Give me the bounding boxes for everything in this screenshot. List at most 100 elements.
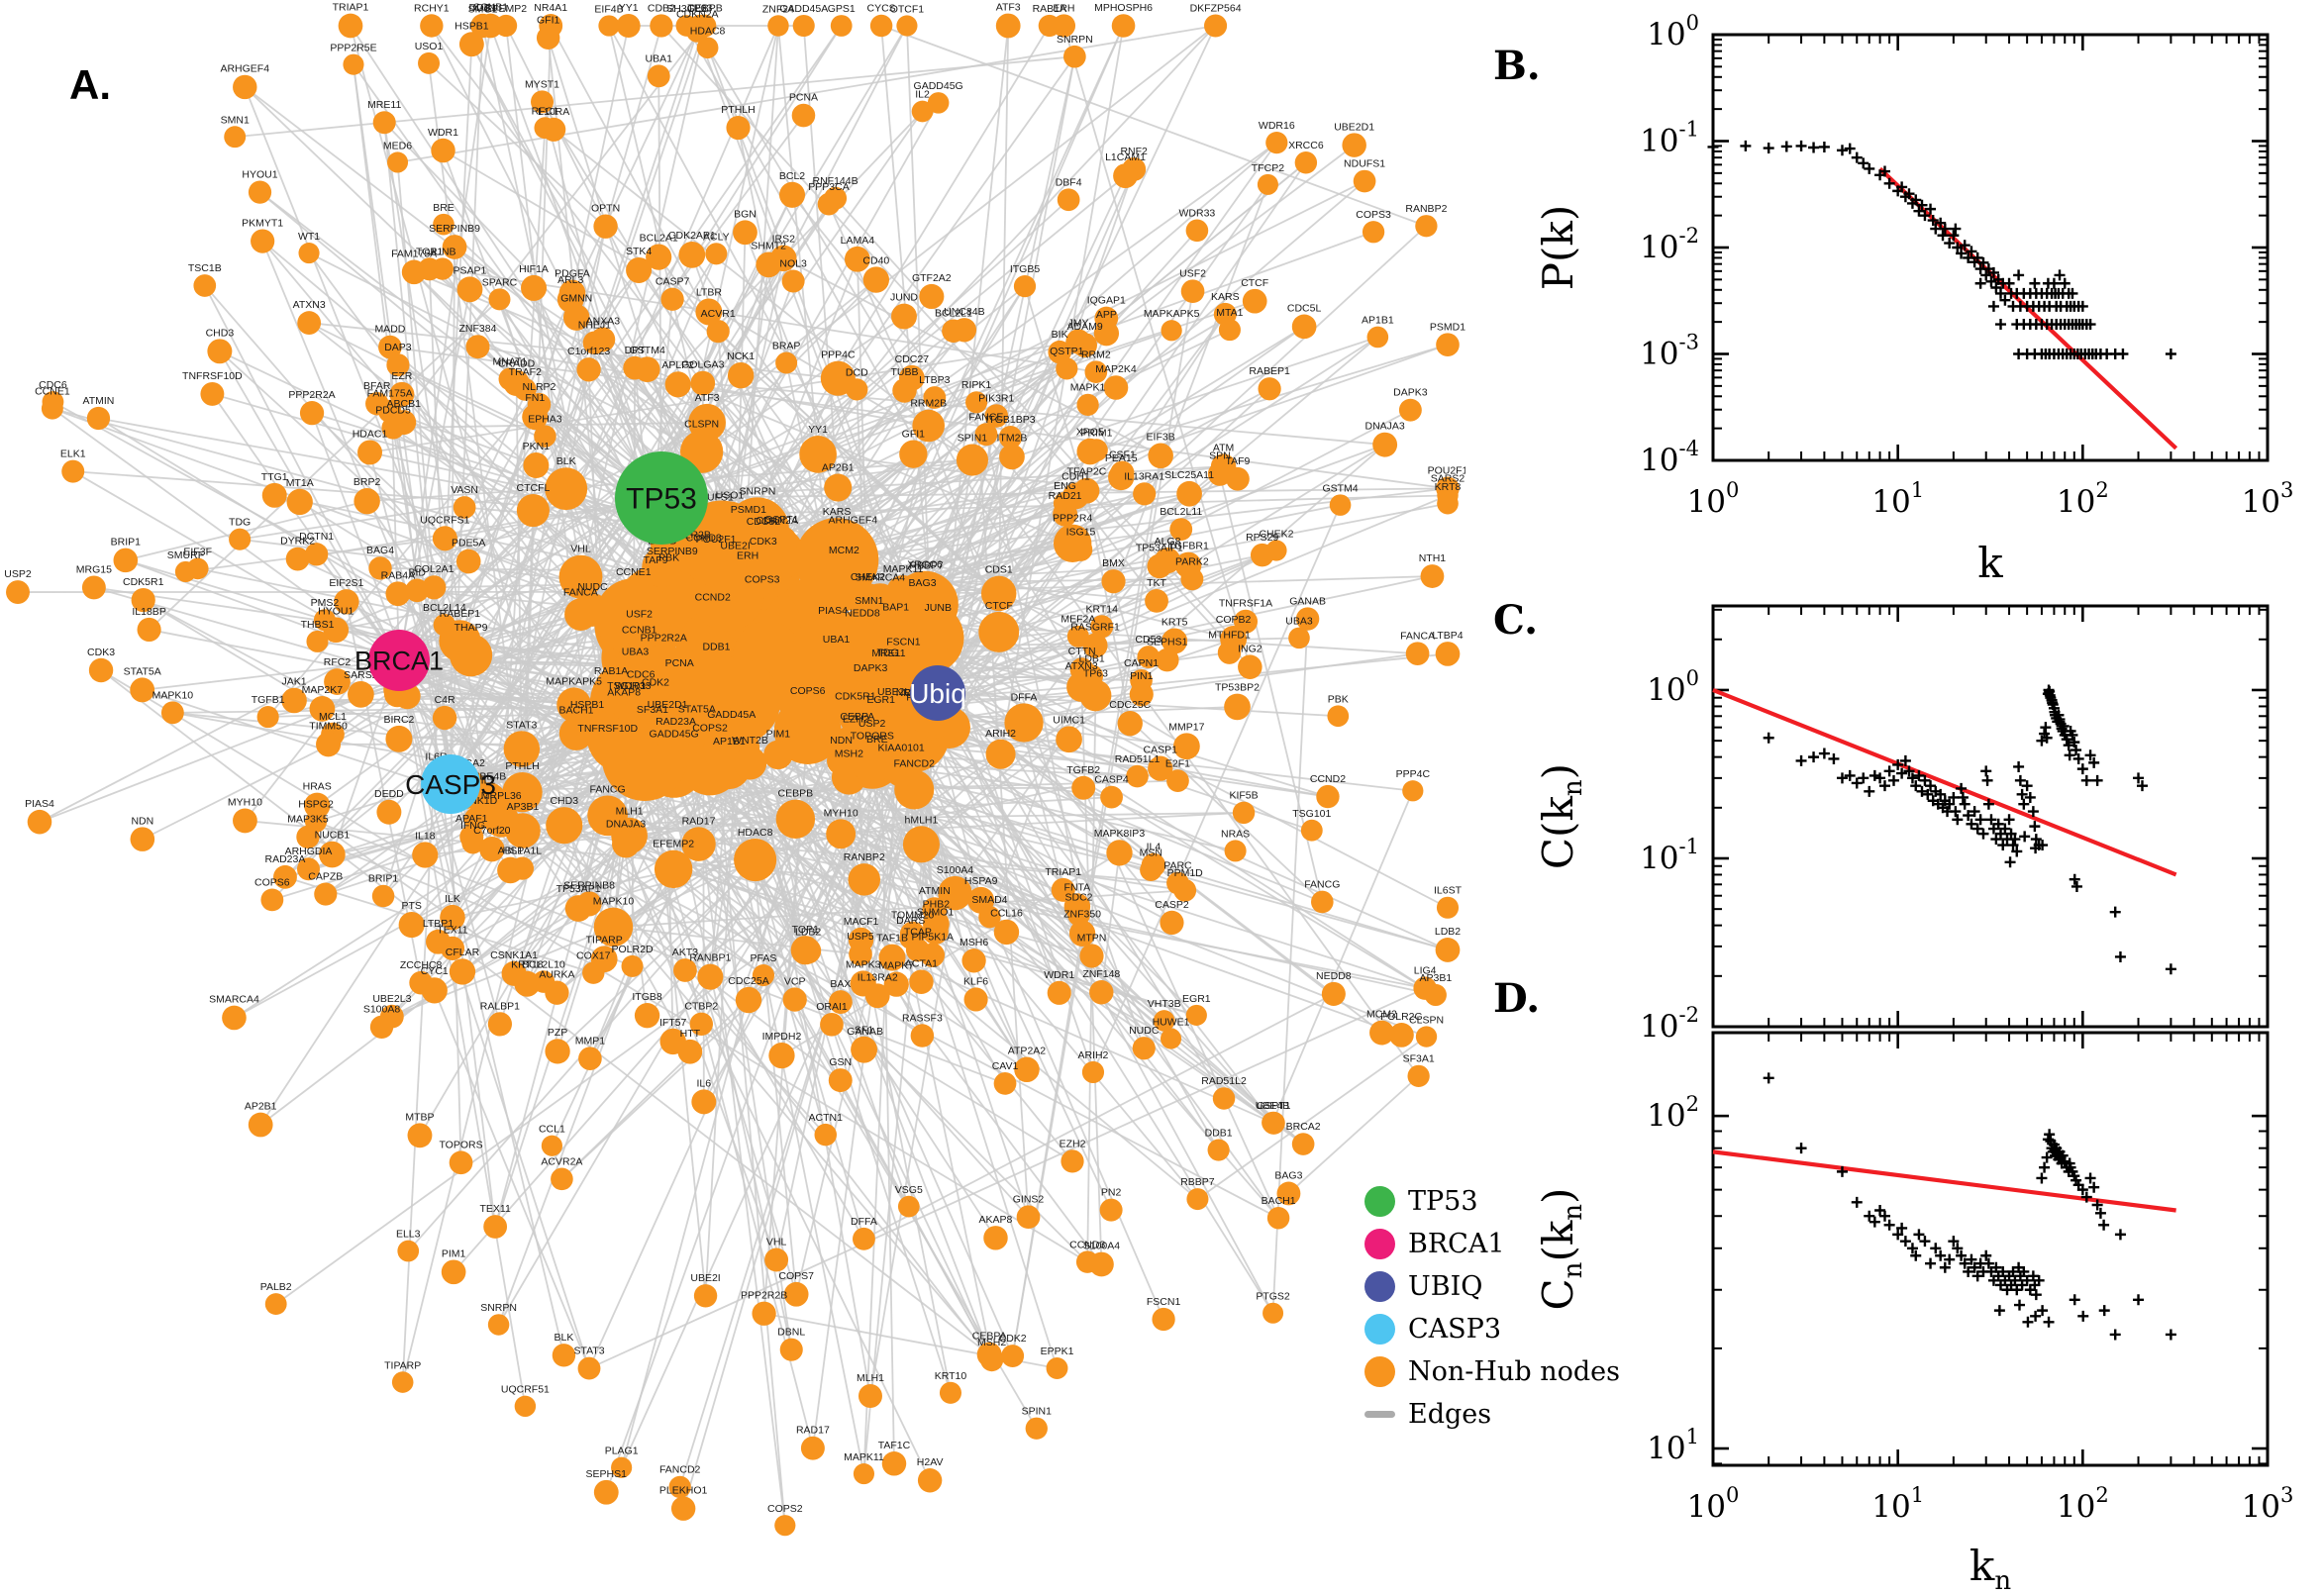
network-node-label: CD40 (862, 254, 889, 266)
network-node (668, 1475, 691, 1499)
data-point (1977, 256, 1989, 268)
network-node-label: LTBP1 (423, 918, 454, 930)
network-node (130, 677, 155, 703)
network-node-label: BFAR (363, 380, 391, 392)
network-node-label: PKMYT1 (242, 218, 283, 230)
network-node-label: STAT3 (573, 1346, 604, 1357)
network-node (577, 1356, 601, 1380)
network-node-label: MAPKAPK5 (546, 675, 602, 687)
data-point (1980, 765, 1992, 777)
network-node-label: PPP2R2A (641, 632, 687, 644)
data-point (2007, 840, 2019, 851)
network-node-label: UBE2I (690, 1272, 720, 1284)
network-node (1145, 588, 1168, 613)
network-node (575, 593, 610, 627)
network-legend: TP53 BRCA1 UBIQ CASP3 Non-Hub nodes Edges (1364, 1180, 1620, 1436)
data-point (1828, 752, 1840, 764)
network-node (984, 404, 1009, 428)
data-point (2042, 1134, 2054, 1146)
network-node-label: CDK2AP1 (668, 230, 716, 242)
data-point (2165, 963, 2176, 975)
network-node-label: L10RA (538, 106, 569, 118)
network-node-label: PTGS2 (1256, 1291, 1290, 1303)
network-node-label: CSNK1A1 (490, 949, 538, 961)
network-node-label: ANXA3 (586, 316, 621, 328)
network-node-label: ITGB1BP3 (985, 414, 1035, 426)
data-point (2030, 1289, 2042, 1301)
network-node (1204, 14, 1228, 38)
data-point (1948, 230, 1960, 242)
network-node-label: ING2 (1238, 643, 1262, 654)
network-node (1185, 219, 1209, 243)
network-node-label: ARL3 (557, 274, 583, 286)
network-node-label: ATXN3 (1065, 660, 1098, 672)
network-node (1089, 1251, 1114, 1277)
network-node (1398, 398, 1422, 422)
network-node-label: ORAI1 (816, 1001, 848, 1013)
network-node (534, 117, 556, 140)
network-node (368, 556, 392, 580)
data-point (1952, 814, 1964, 826)
network-node-label: TEX11 (479, 1203, 510, 1215)
network-node-label: YY1 (619, 2, 639, 14)
data-point (1899, 754, 1911, 766)
network-node (433, 613, 456, 637)
data-point (1990, 1261, 2002, 1273)
data-point (1971, 1270, 1983, 1282)
data-point (1985, 814, 1997, 826)
network-node-label: COPS2 (767, 1503, 803, 1515)
network-node-label: DKFZP564 (1190, 2, 1242, 14)
network-node-label: RPS29 (1246, 532, 1278, 544)
network-node-label: CTCF (1241, 277, 1268, 289)
network-node (646, 244, 672, 270)
data-point (2003, 277, 2015, 289)
network-node-label: MSH6 (960, 937, 988, 948)
data-point (1913, 205, 1925, 217)
network-node (826, 819, 857, 849)
network-node (670, 1496, 696, 1521)
network-node-label: RNF2 (1120, 146, 1148, 157)
network-node (980, 575, 1017, 612)
network-node-label: IFNG (460, 820, 485, 832)
network-node-label: FN1 (525, 392, 545, 404)
network-node-label: POU2F1 (1428, 465, 1465, 477)
network-node-label: ISG15 (1066, 526, 1096, 538)
network-node (1100, 785, 1123, 809)
network-node-label: CSF1 (1109, 449, 1136, 461)
network-node-label: RANBP2 (844, 851, 885, 863)
network-node (248, 180, 272, 204)
hub-casp3: CASP3 (405, 754, 496, 814)
network-node-label: CDK3 (750, 536, 777, 548)
network-node-label: ATMIN (83, 395, 115, 407)
data-point (2014, 774, 2026, 786)
network-node-label: DYRK2 (280, 536, 315, 548)
network-node (869, 14, 893, 38)
network-node-label: WDR1 (1044, 969, 1074, 981)
network-node-label: CDB2 (648, 2, 675, 14)
network-node (477, 13, 503, 39)
data-point (1836, 772, 1848, 784)
network-node-label: FANCD2 (893, 757, 935, 769)
network-node-label: COPS3 (1356, 209, 1391, 221)
network-node-label: KIAA0101 (877, 743, 924, 754)
network-node-label: TGFBR1 (1167, 541, 1209, 552)
network-node (494, 14, 518, 38)
network-node (995, 13, 1021, 39)
network-node-label: USF2 (626, 608, 653, 620)
data-point (2043, 1316, 2055, 1328)
network-node (853, 1463, 875, 1485)
network-node (616, 13, 641, 39)
data-point (1971, 823, 1983, 835)
hub-brca1: BRCA1 (354, 630, 444, 691)
network-node-label: PPP4C (1396, 768, 1431, 780)
network-node (612, 830, 641, 858)
network-node (338, 13, 363, 39)
network-node (1321, 981, 1346, 1006)
network-node-label: ZNF24 (762, 3, 794, 15)
network-node-label: MADD (374, 324, 405, 336)
network-node-label: SF3A1 (637, 704, 668, 716)
network-node (309, 695, 336, 722)
data-point (2091, 1199, 2103, 1211)
network-node-label: MAPK8IP3 (1094, 828, 1146, 840)
network-node-label: PPM1D (1167, 867, 1204, 879)
